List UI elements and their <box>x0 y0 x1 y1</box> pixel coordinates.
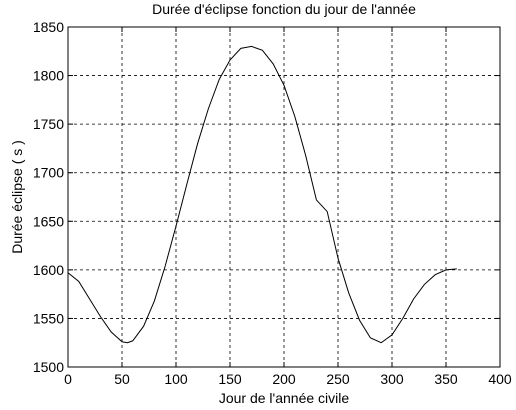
x-tick-label: 0 <box>64 371 72 387</box>
x-tick-label: 400 <box>488 371 512 387</box>
x-tick-label: 150 <box>218 371 242 387</box>
y-tick-label: 1750 <box>33 116 64 132</box>
x-tick-label: 100 <box>164 371 188 387</box>
y-axis-label: Durée éclipse ( s ) <box>9 140 25 254</box>
plot-frame <box>67 26 501 368</box>
x-tick-label: 250 <box>326 371 350 387</box>
data-line <box>67 45 457 344</box>
y-tick-label: 1850 <box>33 19 64 35</box>
y-tick-label: 1800 <box>33 68 64 84</box>
y-tick-label: 1600 <box>33 262 64 278</box>
y-tick-label: 1550 <box>33 310 64 326</box>
x-tick-label: 350 <box>434 371 458 387</box>
y-tick-label: 1500 <box>33 359 64 375</box>
x-tick-label: 200 <box>272 371 296 387</box>
x-tick-label: 300 <box>380 371 404 387</box>
chart-title: Durée d'éclipse fonction du jour de l'an… <box>152 1 416 17</box>
x-tick-label: 50 <box>114 371 130 387</box>
y-tick-label: 1700 <box>33 165 64 181</box>
y-tick-label: 1650 <box>33 213 64 229</box>
x-axis-label: Jour de l'année civile <box>219 390 350 406</box>
